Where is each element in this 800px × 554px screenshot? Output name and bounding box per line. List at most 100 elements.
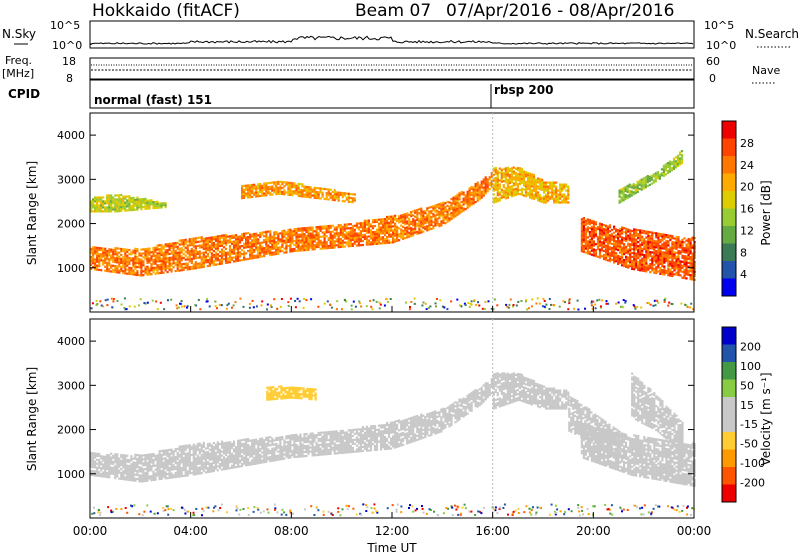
data-cell <box>255 238 258 241</box>
data-cell <box>122 195 125 198</box>
data-cell <box>182 456 185 460</box>
data-cell <box>446 210 449 213</box>
data-cell <box>689 244 692 247</box>
data-cell <box>156 244 159 247</box>
data-cell <box>530 179 534 182</box>
data-cell <box>315 187 318 190</box>
data-cell <box>565 189 568 192</box>
data-cell <box>655 260 658 263</box>
noise-cell <box>653 299 656 302</box>
noise-cell <box>622 306 625 309</box>
data-cell <box>600 225 604 228</box>
data-cell <box>598 224 602 227</box>
data-cell <box>150 251 153 254</box>
data-cell <box>281 241 284 245</box>
data-cell <box>659 252 662 255</box>
data-cell <box>301 195 304 198</box>
data-cell <box>249 184 252 187</box>
data-cell <box>430 223 433 226</box>
data-cell <box>639 243 642 246</box>
data-cell <box>559 193 562 196</box>
data-cell <box>661 273 664 276</box>
data-cell <box>631 267 634 270</box>
data-cell <box>102 259 105 262</box>
data-cell <box>402 229 405 232</box>
data-cell <box>594 221 597 224</box>
data-cell <box>190 239 193 243</box>
data-cell <box>494 176 497 180</box>
data-cell <box>367 239 370 242</box>
data-cell <box>683 255 686 258</box>
data-cell <box>232 256 236 259</box>
data-cell <box>108 470 111 473</box>
noise-cell <box>567 308 570 311</box>
data-cell <box>116 208 119 211</box>
data-cell <box>94 250 97 253</box>
data-cell <box>198 262 201 265</box>
noise-cell <box>664 297 667 300</box>
noise-cell <box>206 298 208 301</box>
data-cell <box>600 229 604 232</box>
data-cell <box>108 474 111 477</box>
data-cell <box>563 183 566 186</box>
data-cell <box>287 238 290 242</box>
data-cell <box>116 467 119 470</box>
data-cell <box>102 206 105 209</box>
data-cell <box>257 187 260 190</box>
data-cell <box>434 220 437 223</box>
data-cell <box>102 253 105 256</box>
data-cell <box>502 174 505 177</box>
noise-cell <box>289 297 292 300</box>
data-cell <box>637 254 640 258</box>
data-cell <box>434 222 437 225</box>
data-cell <box>305 189 308 192</box>
data-cell <box>470 201 473 204</box>
data-cell <box>188 260 191 263</box>
data-cell <box>693 272 696 275</box>
data-cell <box>442 201 445 204</box>
data-cell <box>496 176 499 179</box>
data-cell <box>122 250 125 253</box>
data-cell <box>253 238 256 242</box>
data-cell <box>645 262 648 265</box>
data-cell <box>649 237 652 240</box>
data-cell <box>547 191 550 194</box>
data-cell <box>606 239 610 242</box>
data-cell <box>110 250 113 253</box>
data-cell <box>436 203 439 206</box>
data-cell <box>188 254 191 257</box>
data-cell <box>683 275 686 278</box>
data-cell <box>626 184 629 187</box>
data-cell <box>305 191 308 194</box>
data-cell <box>192 245 195 248</box>
data-cell <box>454 197 457 200</box>
data-cell <box>172 454 175 457</box>
data-cell <box>303 235 306 238</box>
data-cell <box>134 265 137 268</box>
data-cell <box>671 251 674 254</box>
data-cell <box>408 227 411 230</box>
data-cell <box>446 212 449 215</box>
data-cell <box>269 191 272 194</box>
data-cell <box>480 182 483 185</box>
data-cell <box>311 230 314 233</box>
data-cell <box>327 227 330 230</box>
data-cell <box>108 204 111 207</box>
data-cell <box>267 186 270 189</box>
data-cell <box>136 471 139 475</box>
data-cell <box>406 220 409 223</box>
data-cell <box>94 470 97 473</box>
data-cell <box>313 240 316 243</box>
data-cell <box>458 208 461 211</box>
data-cell <box>126 268 129 271</box>
data-cell <box>655 242 658 245</box>
data-cell <box>108 458 111 461</box>
data-cell <box>659 250 662 253</box>
data-cell <box>168 458 171 461</box>
data-cell <box>98 268 101 271</box>
data-cell <box>602 257 606 261</box>
noise-cell <box>227 302 230 305</box>
data-cell <box>132 251 135 254</box>
data-cell <box>104 469 107 472</box>
data-cell <box>317 231 320 235</box>
